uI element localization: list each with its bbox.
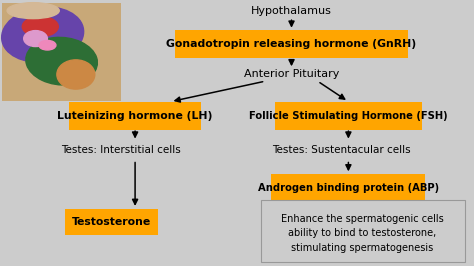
FancyBboxPatch shape: [261, 200, 465, 262]
Ellipse shape: [39, 40, 56, 50]
Text: Testes: Sustentacular cells: Testes: Sustentacular cells: [272, 145, 410, 155]
FancyBboxPatch shape: [69, 102, 201, 130]
Text: Enhance the spermatogenic cells
ability to bind to testosterone,
stimulating spe: Enhance the spermatogenic cells ability …: [281, 214, 444, 253]
Text: Androgen binding protein (ABP): Androgen binding protein (ABP): [258, 182, 439, 193]
Ellipse shape: [24, 31, 47, 47]
FancyBboxPatch shape: [175, 30, 408, 58]
Ellipse shape: [22, 16, 58, 37]
Text: Testosterone: Testosterone: [72, 217, 151, 227]
Text: Anterior Pituitary: Anterior Pituitary: [244, 69, 339, 80]
FancyBboxPatch shape: [271, 174, 425, 201]
Text: Hypothalamus: Hypothalamus: [251, 6, 332, 16]
Text: Gonadotropin releasing hormone (GnRH): Gonadotropin releasing hormone (GnRH): [166, 39, 417, 49]
Ellipse shape: [57, 60, 95, 89]
Text: Luteinizing hormone (LH): Luteinizing hormone (LH): [57, 111, 213, 121]
Text: Testes: Interstitial cells: Testes: Interstitial cells: [61, 145, 181, 155]
FancyBboxPatch shape: [2, 3, 121, 101]
Ellipse shape: [7, 3, 59, 19]
FancyBboxPatch shape: [275, 102, 422, 130]
Ellipse shape: [26, 37, 97, 85]
Ellipse shape: [2, 7, 83, 62]
FancyBboxPatch shape: [65, 209, 157, 235]
Text: Follicle Stimulating Hormone (FSH): Follicle Stimulating Hormone (FSH): [249, 111, 448, 121]
